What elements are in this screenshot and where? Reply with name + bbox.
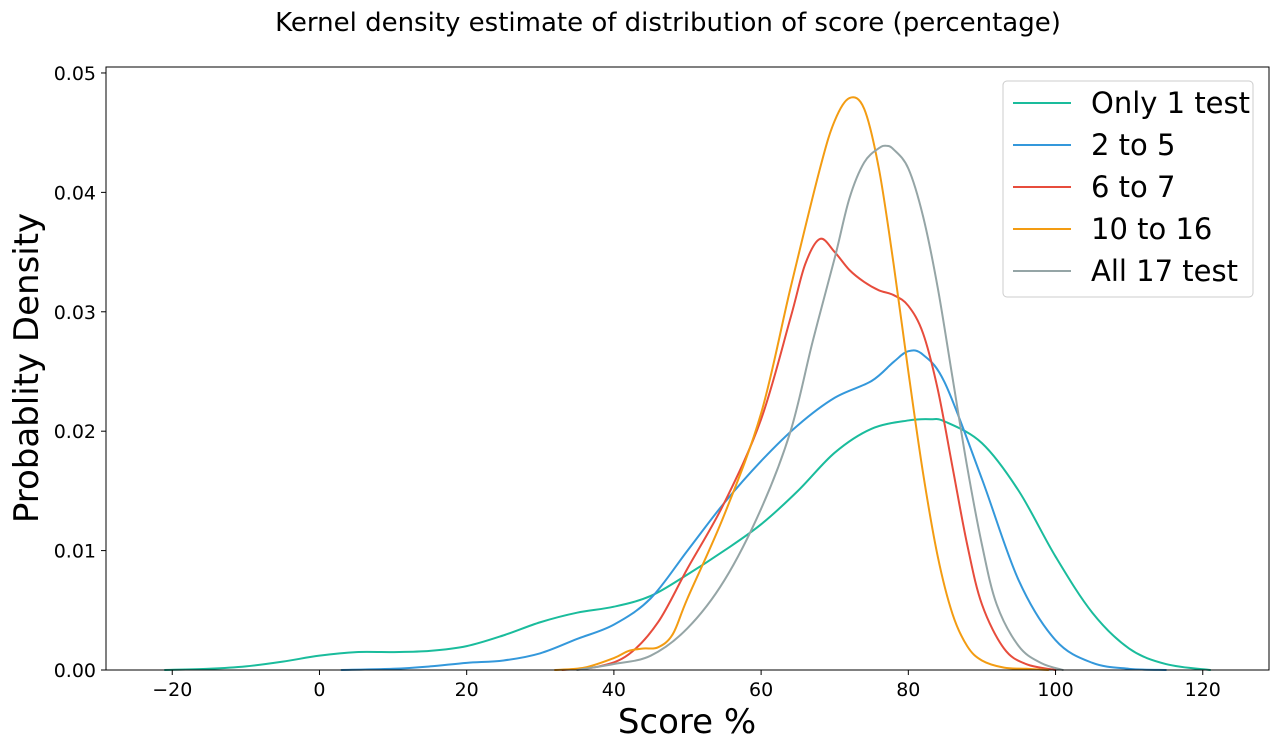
y-tick-label: 0.03 <box>54 302 96 324</box>
x-tick-label: 80 <box>896 679 920 701</box>
plot-frame <box>105 66 1270 671</box>
x-axis-label: Score % <box>618 702 756 742</box>
y-tick-label: 0.01 <box>54 541 96 563</box>
x-tick-label: 0 <box>313 679 325 701</box>
legend-label: 2 to 5 <box>1091 128 1175 162</box>
legend-box <box>1002 80 1254 298</box>
x-tick-label: 120 <box>1185 679 1221 701</box>
y-tick-label: 0.05 <box>54 63 96 85</box>
x-tick-label: 100 <box>1037 679 1073 701</box>
legend-label: 6 to 7 <box>1091 170 1175 204</box>
series-line-4 <box>554 96 1050 671</box>
y-axis-label: Probablity Density <box>7 213 47 523</box>
chart-title: Kernel density estimate of distribution … <box>275 8 1061 38</box>
legend: Only 1 test 2 to 5 6 to 7 10 to 16 All 17 te… <box>1002 80 1254 298</box>
y-tick-label: 0.02 <box>54 421 96 443</box>
series-line-5 <box>576 144 1064 671</box>
legend-label: All 17 test <box>1091 254 1238 288</box>
y-tick-label: 0.04 <box>54 182 96 204</box>
legend-label: 10 to 16 <box>1091 212 1212 246</box>
series-line-3 <box>561 237 1057 671</box>
legend-label: Only 1 test <box>1091 86 1250 120</box>
y-tick-label: 0.00 <box>54 660 96 682</box>
x-tick-label: 20 <box>455 679 479 701</box>
x-tick-label: 40 <box>602 679 626 701</box>
x-tick-label: 60 <box>749 679 773 701</box>
series-line-2 <box>340 349 1167 671</box>
series-line-1 <box>163 418 1212 671</box>
x-tick-label: −20 <box>152 679 192 701</box>
